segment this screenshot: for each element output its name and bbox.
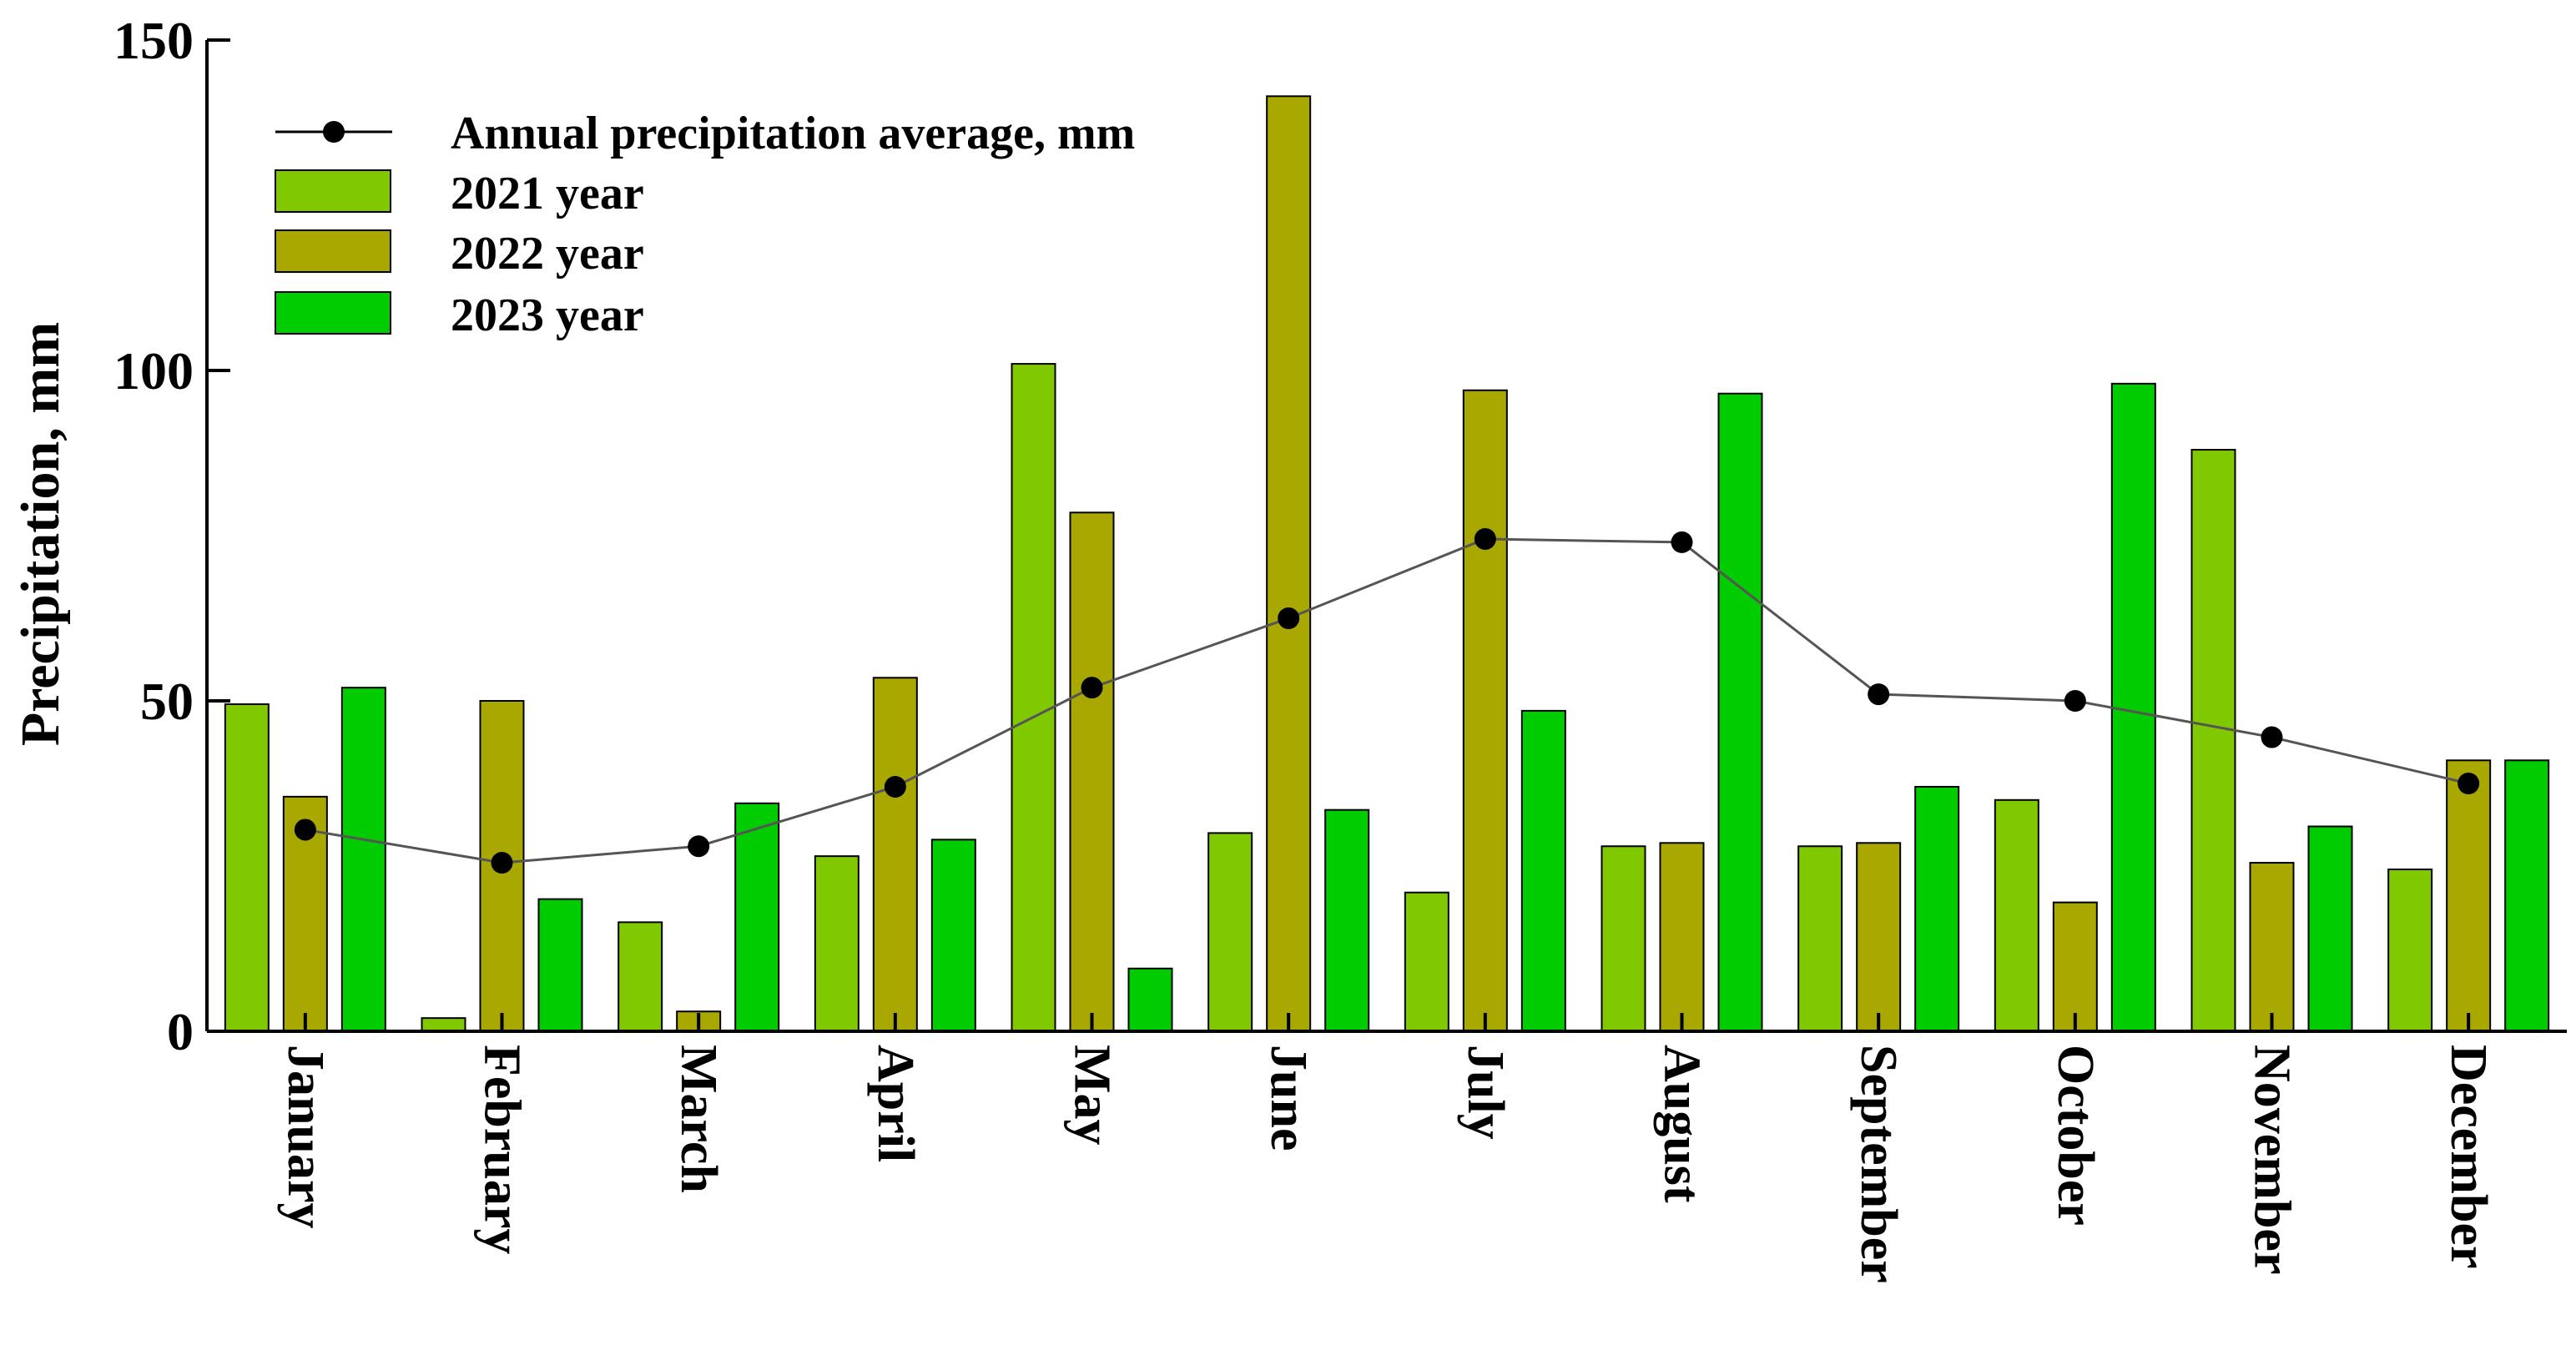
legend: Annual precipitation average, mm 2021 ye… (275, 108, 1135, 341)
bar-2021-year-june (1207, 832, 1253, 1033)
bar-2022-year-july (1462, 389, 1508, 1032)
bar-2023-year-february (537, 898, 583, 1032)
average-point-april (884, 775, 906, 798)
bar-2022-year-august (1659, 842, 1705, 1033)
axes-layer (205, 40, 2567, 1033)
bar-2022-year-november (2249, 862, 2295, 1033)
x-tick-label-september: September (1850, 1045, 1907, 1283)
average-point-august (1671, 531, 1693, 553)
bar-2021-year-april (814, 855, 860, 1032)
bar-2023-year-december (2504, 759, 2550, 1033)
average-point-september (1868, 683, 1890, 706)
legend-swatch-2023 (275, 291, 391, 335)
bar-2021-year-november (2190, 449, 2236, 1032)
x-tick-label-april: April (867, 1045, 924, 1162)
bars-layer (224, 95, 2550, 1033)
bar-2021-year-march (618, 921, 663, 1032)
bar-2023-year-april (930, 839, 976, 1032)
x-tick-label-february: February (474, 1045, 531, 1254)
legend-line-marker (323, 121, 345, 143)
x-tick-label-january: January (277, 1045, 334, 1228)
legend-label-2023: 2023 year (451, 290, 644, 341)
average-point-december (2458, 773, 2480, 794)
average-point-june (1278, 607, 1300, 629)
y-tick-label-50: 50 (140, 672, 194, 731)
bar-2023-year-august (1717, 392, 1763, 1033)
average-line-layer (294, 527, 2480, 874)
bar-2021-year-september (1797, 845, 1843, 1032)
bar-2023-year-october (2110, 382, 2156, 1032)
y-tick-label-150: 150 (113, 11, 194, 70)
month-labels: January February March April May June July Augu… (277, 1013, 2497, 1283)
average-point-march (688, 835, 710, 858)
average-line (305, 537, 2469, 864)
legend-swatch-2021 (275, 169, 391, 213)
x-tick-label-june: June (1260, 1045, 1317, 1151)
bar-2021-year-october (1994, 798, 2039, 1032)
y-tick-label-100: 100 (113, 341, 194, 400)
bar-2023-year-june (1324, 809, 1370, 1032)
bar-2021-year-january (224, 703, 270, 1033)
legend-label-average: Annual precipitation average, mm (451, 108, 1135, 159)
y-tick-label-0: 0 (167, 1002, 194, 1061)
x-tick-label-october: October (2047, 1045, 2104, 1226)
bar-2022-year-december (2446, 759, 2492, 1033)
bar-2022-year-april (872, 677, 918, 1033)
x-tick-label-may: May (1064, 1045, 1121, 1146)
bar-2021-year-july (1404, 891, 1449, 1033)
bar-2022-year-september (1856, 842, 1902, 1033)
x-tick-label-november: November (2244, 1045, 2301, 1274)
bar-2022-year-october (2052, 901, 2098, 1033)
legend-label-2022: 2022 year (451, 228, 644, 280)
x-tick-label-july: July (1457, 1045, 1514, 1140)
average-point-november (2261, 726, 2283, 748)
average-point-may (1081, 677, 1103, 699)
y-axis-title: Precipitation, mm (10, 322, 71, 746)
bar-2023-year-may (1127, 967, 1173, 1033)
bar-2021-year-august (1601, 845, 1646, 1032)
x-tick-label-march: March (670, 1045, 727, 1193)
average-point-july (1474, 527, 1496, 550)
legend-swatch-2022 (275, 229, 391, 273)
average-point-january (294, 819, 316, 841)
bar-2021-year-may (1011, 363, 1056, 1032)
bar-2023-year-march (734, 802, 780, 1032)
bar-2022-year-may (1069, 511, 1115, 1032)
bar-2021-year-december (2387, 868, 2433, 1032)
bar-2022-year-june (1266, 95, 1312, 1033)
average-point-february (491, 852, 513, 874)
y-ticks: 0 50 100 150 (113, 11, 230, 1061)
x-tick-label-december: December (2440, 1045, 2497, 1269)
legend-label-2021: 2021 year (451, 168, 644, 219)
bar-2023-year-september (1914, 785, 1960, 1033)
bar-2023-year-july (1520, 709, 1566, 1032)
bar-2023-year-november (2307, 825, 2353, 1032)
bar-2021-year-february (421, 1017, 466, 1033)
x-tick-label-august: August (1654, 1045, 1711, 1203)
average-point-october (2064, 690, 2086, 712)
bar-2023-year-january (340, 687, 386, 1032)
